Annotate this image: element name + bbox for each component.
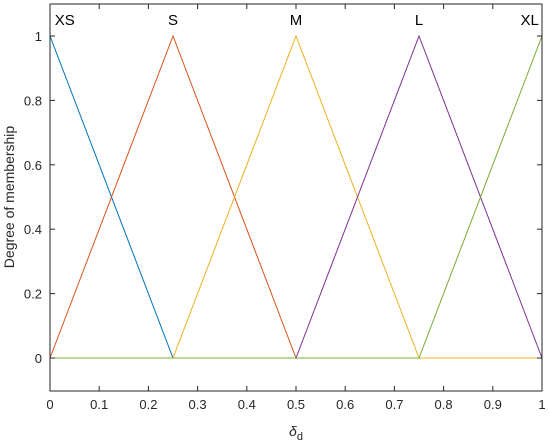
x-tick-label: 0.2 (139, 397, 157, 412)
x-tick-label: 0.7 (385, 397, 403, 412)
ticks-layer: 0 0.1 0.2 0.3 0.4 0.5 0.6 0.7 0.8 0.9 1 0 0.2 0.4 0.6 0… (24, 4, 546, 412)
x-tick-label: 0 (46, 397, 53, 412)
series-layer (49, 34, 543, 359)
curve-label-m: M (290, 12, 303, 29)
y-axis-title: Degree of membership (1, 126, 17, 269)
x-axis-title-main: δ (289, 423, 297, 439)
x-axis-title: δd (289, 423, 303, 443)
x-tick-label: 0.1 (90, 397, 108, 412)
y-tick-label: 0.8 (24, 93, 42, 108)
x-tick-label: 0.4 (238, 397, 256, 412)
x-tick-label: 0.5 (287, 397, 305, 412)
curve-labels-layer: XS S M L XL (55, 12, 539, 29)
curve-label-s: S (168, 12, 178, 29)
y-tick-label: 0.2 (24, 287, 42, 302)
x-tick-label: 1 (538, 397, 545, 412)
curve-label-xs: XS (55, 12, 75, 29)
plot-area (50, 4, 542, 391)
series-line-xl (50, 35, 543, 359)
curve-label-l: L (415, 12, 423, 29)
x-tick-label: 0.6 (336, 397, 354, 412)
x-tick-label: 0.8 (435, 397, 453, 412)
y-tick-label: 0.6 (24, 158, 42, 173)
y-tick-label: 0.4 (24, 222, 42, 237)
x-tick-label: 0.9 (484, 397, 502, 412)
y-tick-label: 0 (35, 351, 42, 366)
x-axis-title-sub: d (297, 431, 303, 443)
y-tick-label: 1 (35, 29, 42, 44)
x-tick-label: 0.3 (189, 397, 207, 412)
curve-label-xl: XL (521, 12, 539, 29)
